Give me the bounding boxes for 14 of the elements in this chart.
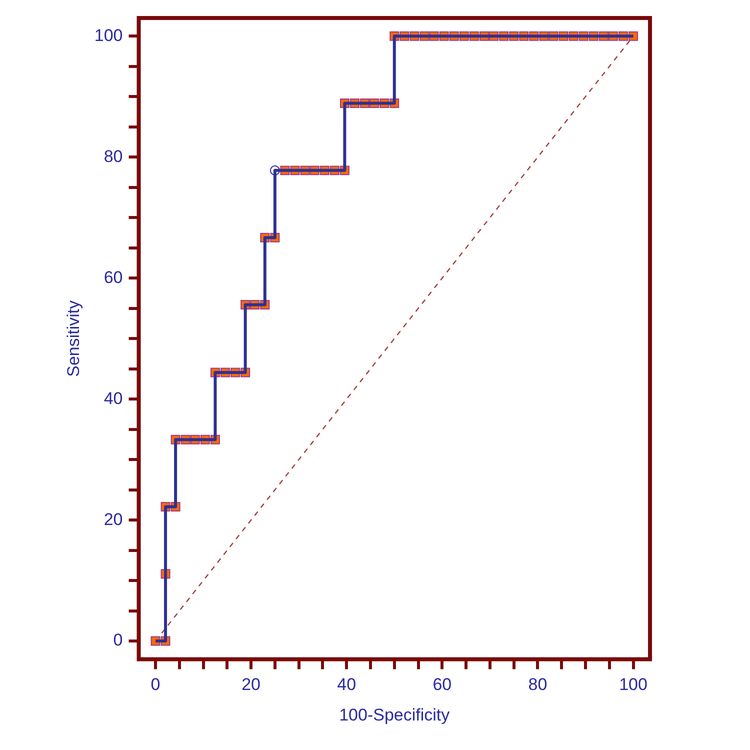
x-tick-label: 60 <box>432 675 452 694</box>
x-axis-title: 100-Specificity <box>339 705 450 724</box>
y-tick-label: 100 <box>94 26 123 45</box>
y-tick-label: 20 <box>104 510 123 529</box>
y-tick-label: 80 <box>104 146 123 166</box>
x-tick-label: 20 <box>242 675 261 694</box>
y-tick-label: 0 <box>113 630 123 650</box>
x-tick-label: 40 <box>337 675 356 694</box>
y-tick-label: 40 <box>104 388 123 408</box>
x-tick-label: 80 <box>528 675 548 694</box>
y-tick-label: 60 <box>104 268 123 287</box>
x-tick-label: 100 <box>619 675 648 694</box>
x-tick-label: 0 <box>150 675 160 694</box>
y-axis-title: Sensitivity <box>64 300 83 377</box>
